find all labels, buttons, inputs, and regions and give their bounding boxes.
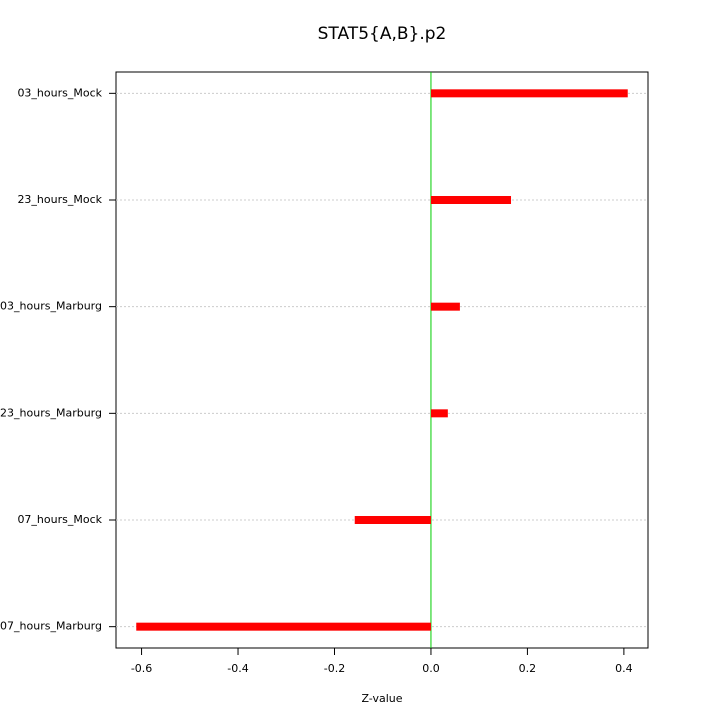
y-tick-label: 23_hours_Marburg [0, 406, 102, 419]
x-tick-label: -0.4 [227, 662, 248, 675]
y-tick-label: 07_hours_Marburg [0, 620, 102, 633]
y-tick-label: 23_hours_Mock [17, 193, 102, 206]
y-tick-label: 07_hours_Mock [17, 513, 102, 526]
bar [430, 409, 448, 418]
bar [430, 302, 460, 311]
x-tick-label: -0.2 [324, 662, 345, 675]
y-tick-label: 03_hours_Mock [17, 86, 102, 99]
bar [430, 196, 512, 204]
x-tick-label: -0.6 [131, 662, 152, 675]
bar [430, 89, 628, 98]
bar [136, 622, 431, 631]
x-tick-label: 0.0 [422, 662, 440, 675]
x-tick-label: 0.2 [519, 662, 537, 675]
plot-frame [115, 71, 649, 649]
bar [354, 516, 431, 524]
chart-title: STAT5{A,B}.p2 [318, 24, 447, 44]
x-tick-label: 0.4 [615, 662, 633, 675]
y-tick-label: 03_hours_Marburg [0, 300, 102, 313]
x-axis-label: Z-value [361, 692, 402, 705]
